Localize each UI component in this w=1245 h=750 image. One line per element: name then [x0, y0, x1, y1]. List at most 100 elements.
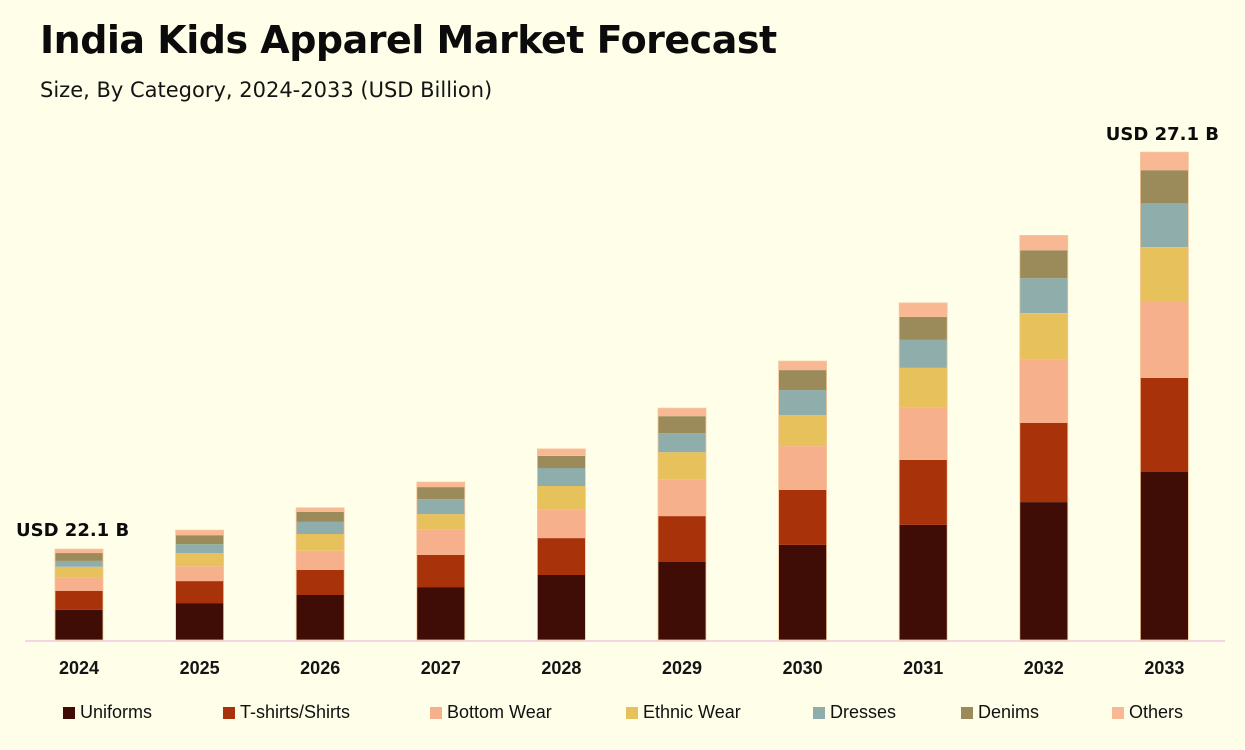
legend-swatch [63, 706, 75, 719]
bar-segment-bottom-wear-2033 [1140, 302, 1189, 378]
bar-outline-2027 [416, 481, 466, 641]
bar-segment-dresses-2028 [537, 468, 586, 486]
bar-segment-denims-2031 [899, 316, 948, 340]
legend-item-denims: Denims [961, 702, 1039, 723]
bar-segment-others-2027 [416, 482, 465, 488]
bar-segment-t-shirts-shirts-2024 [55, 590, 103, 610]
bar-segment-dresses-2026 [296, 521, 345, 534]
bar-segment-t-shirts-shirts-2032 [1019, 423, 1068, 503]
bar-segment-others-2031 [899, 302, 948, 317]
bar-stack-2027 [416, 481, 466, 641]
annotations: USD 22.1 B USD 27.1 B [16, 124, 1219, 541]
bar-segment-uniforms-2028 [537, 575, 586, 640]
bar-stack-2033 [1140, 151, 1189, 641]
legend-swatch [626, 706, 638, 719]
x-tick-label: 2030 [783, 658, 823, 678]
bar-segment-t-shirts-shirts-2031 [899, 459, 948, 525]
legend-label: Dresses [830, 702, 897, 722]
bar-segment-t-shirts-shirts-2030 [778, 490, 827, 545]
legend-label: Denims [978, 702, 1040, 722]
bar-outline-2031 [898, 302, 948, 641]
x-tick-label: 2026 [300, 658, 340, 678]
bar-segment-t-shirts-shirts-2028 [537, 538, 586, 575]
bar-segment-dresses-2027 [416, 499, 465, 515]
bar-segment-dresses-2024 [55, 560, 103, 567]
total-annotation-2024: USD 22.1 B [16, 520, 129, 541]
bar-segment-bottom-wear-2032 [1019, 359, 1068, 423]
chart-subtitle: Size, By Category, 2024-2033 (USD Billio… [40, 78, 493, 102]
bar-segment-denims-2033 [1140, 170, 1189, 204]
bar-segment-others-2029 [658, 408, 706, 417]
bar-outline-2028 [537, 448, 586, 641]
x-tick-label: 2033 [1144, 658, 1184, 678]
bar-segment-denims-2029 [658, 416, 706, 434]
legend-swatch [813, 706, 825, 719]
legend-label: Others [1129, 702, 1184, 722]
bar-segment-denims-2026 [296, 511, 345, 522]
bar-segment-others-2030 [778, 361, 827, 371]
bar-stack-2026 [295, 507, 345, 641]
bar-stack-2030 [778, 360, 827, 641]
bar-segment-denims-2030 [778, 370, 827, 391]
bar-segment-uniforms-2030 [778, 544, 827, 640]
bar-segment-uniforms-2027 [416, 587, 465, 640]
bar-stack-2024 [54, 548, 104, 641]
legend-swatch [223, 706, 235, 719]
bar-segment-dresses-2033 [1140, 203, 1189, 247]
bar-stack-2031 [898, 302, 948, 641]
bar-segment-ethnic-wear-2031 [899, 367, 948, 408]
bar-segment-uniforms-2025 [175, 603, 224, 640]
stacked-bar-chart: 2024 2025 2026 2027 2028 2029 2030 2031 2032 2033… [16, 124, 1225, 678]
bar-segment-ethnic-wear-2032 [1019, 313, 1068, 360]
legend: Uniforms T-shirts/Shirts Bottom Wear Ethnic… [0, 702, 1245, 728]
bar-segment-ethnic-wear-2028 [537, 486, 586, 509]
bar-segment-t-shirts-shirts-2029 [658, 516, 706, 562]
bar-segment-t-shirts-shirts-2026 [296, 570, 345, 595]
bar-segment-uniforms-2031 [899, 524, 948, 640]
legend-item-ethnic-wear: Ethnic Wear [626, 702, 741, 723]
bar-outline-2026 [295, 507, 345, 641]
legend-item-t-shirts-shirts: T-shirts/Shirts [223, 702, 350, 723]
chart-title: India Kids Apparel Market Forecast [40, 18, 777, 62]
bar-segment-denims-2027 [416, 487, 465, 500]
bar-segment-denims-2025 [175, 535, 224, 545]
bar-segment-others-2026 [296, 507, 345, 512]
legend-label: Ethnic Wear [643, 702, 741, 722]
total-annotation-2033: USD 27.1 B [1106, 124, 1219, 145]
bar-segment-bottom-wear-2027 [416, 529, 465, 555]
legend-item-others: Others [1112, 702, 1183, 723]
bar-outline-2029 [657, 407, 707, 641]
bar-outline-2025 [175, 529, 225, 641]
x-tick-label: 2025 [180, 658, 220, 678]
bar-outline-2033 [1140, 151, 1189, 641]
bar-segment-others-2028 [537, 448, 586, 456]
x-tick-label: 2031 [903, 658, 943, 678]
bar-outline-2030 [778, 360, 827, 641]
bar-segment-dresses-2031 [899, 340, 948, 368]
bar-segment-dresses-2030 [778, 390, 827, 416]
bar-segment-bottom-wear-2029 [658, 479, 706, 517]
legend-label: T-shirts/Shirts [240, 702, 351, 722]
x-tick-label: 2028 [541, 658, 581, 678]
bar-segment-uniforms-2024 [55, 609, 103, 640]
legend-label: Uniforms [80, 702, 153, 722]
bar-outline-2024 [54, 548, 104, 641]
bar-segment-ethnic-wear-2026 [296, 533, 345, 551]
bar-segment-bottom-wear-2031 [899, 407, 948, 460]
bar-stack-2029 [657, 407, 707, 641]
bar-segment-denims-2024 [55, 553, 103, 561]
x-tick-labels: 2024 2025 2026 2027 2028 2029 2030 2031 2032 2033 [59, 658, 1184, 678]
bar-segment-ethnic-wear-2025 [175, 553, 224, 567]
bar-segment-t-shirts-shirts-2027 [416, 555, 465, 588]
legend-label: Bottom Wear [447, 702, 552, 722]
bar-segment-bottom-wear-2024 [55, 577, 103, 591]
bar-segment-bottom-wear-2028 [537, 509, 586, 539]
x-tick-label: 2027 [421, 658, 461, 678]
bar-segment-t-shirts-shirts-2025 [175, 581, 224, 604]
bars-group [54, 151, 1189, 641]
bar-segment-uniforms-2029 [658, 562, 706, 640]
bar-segment-bottom-wear-2025 [175, 566, 224, 582]
x-tick-label: 2029 [662, 658, 702, 678]
bar-outline-2032 [1019, 234, 1069, 641]
bar-segment-denims-2032 [1019, 250, 1068, 279]
